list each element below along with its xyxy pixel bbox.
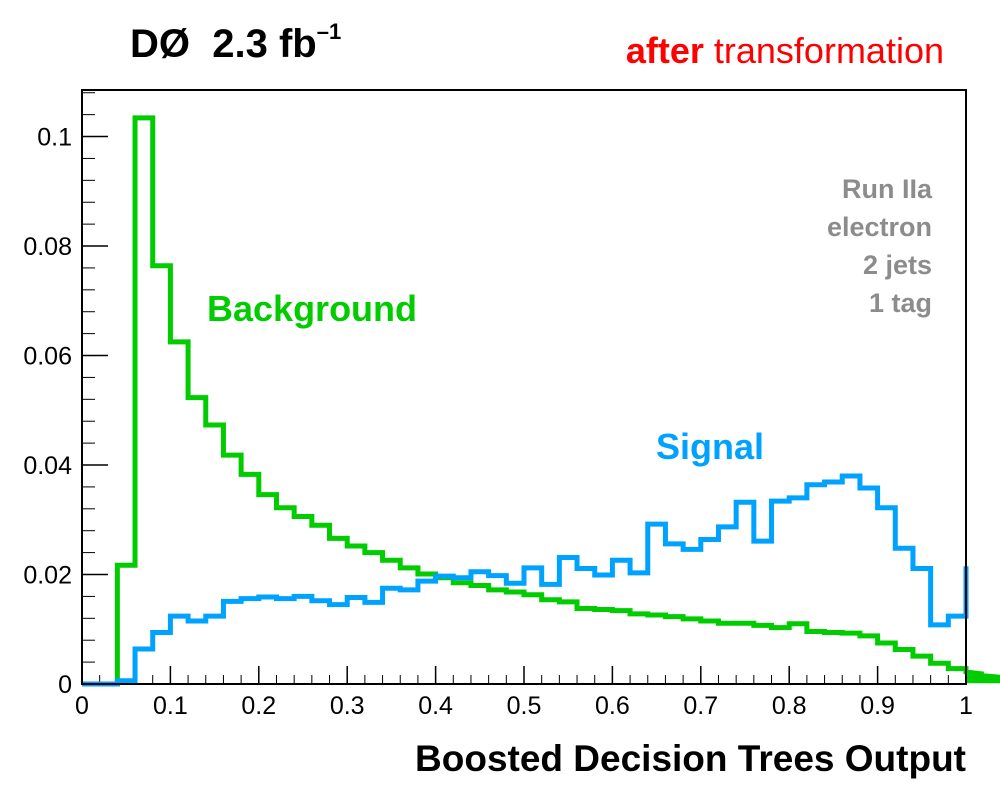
x-tick-label: 0 xyxy=(75,692,89,720)
y-tick-label: 0.08 xyxy=(23,233,72,261)
x-tick-label: 1 xyxy=(959,692,973,720)
y-tick-label: 0 xyxy=(58,671,72,699)
info-line-run: Run IIa xyxy=(841,174,932,204)
x-tick-label: 0.2 xyxy=(241,692,276,720)
plot-title: DØ 2.3 fb–1 xyxy=(130,18,342,67)
y-tick-label: 0.06 xyxy=(23,343,72,371)
stage-label-rest: transformation xyxy=(703,30,944,71)
y-tick-label: 0.1 xyxy=(37,124,72,152)
info-line-jets: 2 jets xyxy=(862,250,932,280)
stage-label-bold: after xyxy=(625,30,704,71)
luminosity-exponent: –1 xyxy=(316,18,342,44)
x-tick-label: 0.1 xyxy=(153,692,188,720)
info-box: Run IIa electron 2 jets 1 tag xyxy=(827,170,932,322)
x-tick-label: 0.5 xyxy=(507,692,542,720)
x-tick-label: 0.7 xyxy=(683,692,718,720)
info-line-tag: 1 tag xyxy=(868,288,932,318)
stage-label: after transformation xyxy=(626,30,944,72)
series-label-signal: Signal xyxy=(656,426,765,467)
y-tick-label: 0.04 xyxy=(23,452,72,480)
x-tick-label: 0.6 xyxy=(595,692,630,720)
x-tick-label: 0.8 xyxy=(772,692,807,720)
experiment-label: DØ xyxy=(130,22,190,66)
x-tick-label: 0.3 xyxy=(330,692,365,720)
series-label-background: Background xyxy=(207,288,418,329)
x-axis-title: Boosted Decision Trees Output xyxy=(415,738,966,779)
info-line-lepton: electron xyxy=(826,212,932,242)
series-line-background xyxy=(82,115,1000,687)
series-line-signal xyxy=(82,473,969,687)
x-tick-label: 0.9 xyxy=(860,692,895,720)
y-tick-label: 0.02 xyxy=(23,562,72,590)
x-tick-label: 0.4 xyxy=(418,692,453,720)
luminosity-label: 2.3 fb xyxy=(212,22,317,66)
plot-frame xyxy=(81,89,967,685)
